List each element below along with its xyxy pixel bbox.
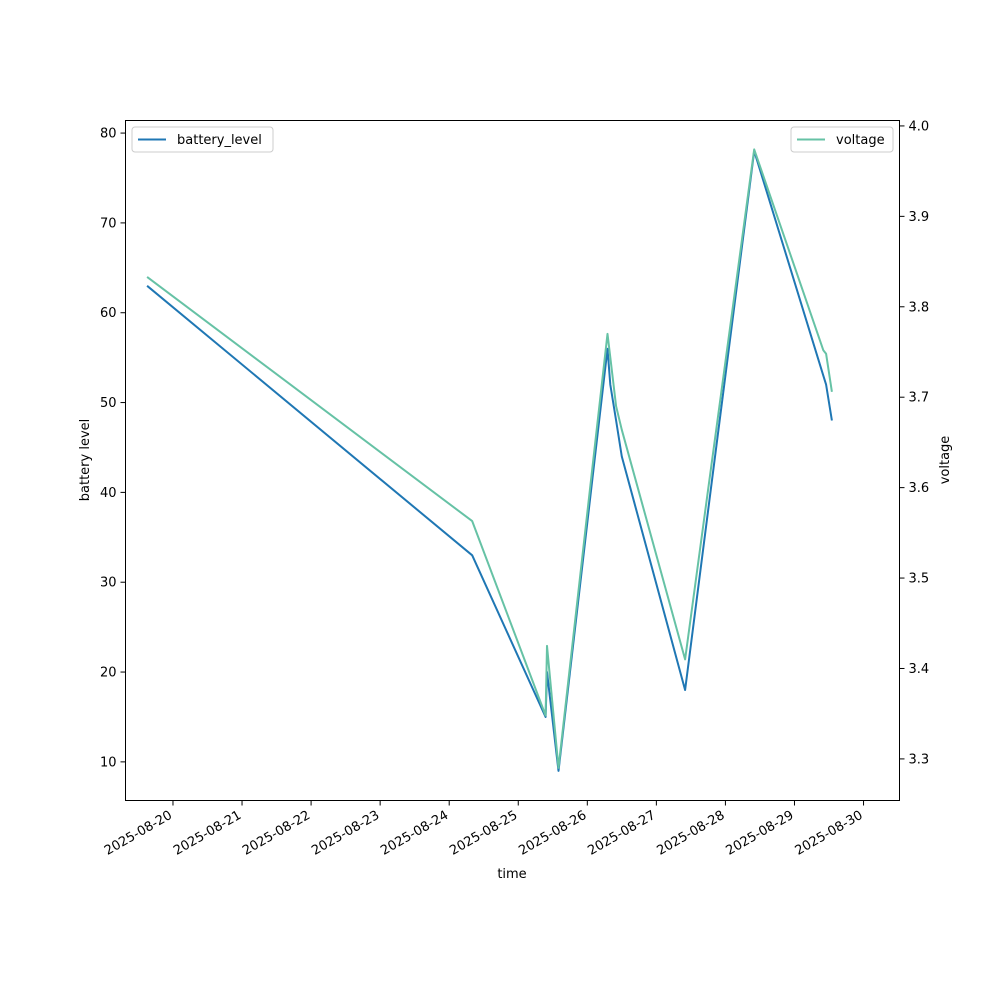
y-axis-left-label: battery level bbox=[78, 419, 93, 502]
x-axis-ticks: 2025-08-202025-08-212025-08-222025-08-23… bbox=[102, 800, 866, 859]
y2-tick-label: 4.0 bbox=[909, 119, 930, 134]
y2-tick-label: 3.5 bbox=[909, 572, 930, 587]
legend-battery-level: battery_level bbox=[131, 126, 274, 153]
series-line-battery-level bbox=[146, 150, 833, 772]
y-tick-label: 80 bbox=[100, 127, 117, 142]
y-tick-label: 10 bbox=[100, 755, 117, 770]
legend-battery-level-label: battery_level bbox=[177, 133, 262, 148]
series-line-voltage bbox=[146, 148, 833, 769]
y-tick-label: 20 bbox=[100, 666, 117, 681]
y2-tick-label: 3.4 bbox=[909, 662, 930, 677]
y2-tick-label: 3.6 bbox=[909, 481, 930, 496]
x-tick-label: 2025-08-22 bbox=[240, 808, 313, 859]
y-tick-label: 30 bbox=[100, 576, 117, 591]
x-axis-label: time bbox=[497, 867, 526, 882]
x-tick-label: 2025-08-26 bbox=[516, 808, 589, 859]
x-tick-label: 2025-08-23 bbox=[309, 808, 382, 859]
y2-tick-label: 3.9 bbox=[909, 210, 930, 225]
y-axis-right-label: voltage bbox=[938, 436, 953, 485]
y-tick-label: 60 bbox=[100, 306, 117, 321]
x-tick-label: 2025-08-27 bbox=[585, 808, 658, 859]
x-tick-label: 2025-08-28 bbox=[654, 808, 727, 859]
y-tick-label: 40 bbox=[100, 486, 117, 501]
y-axis-right-ticks: 3.3 3.4 3.5 3.6 3.7 3.8 3.9 4.0 bbox=[899, 119, 930, 767]
y2-tick-label: 3.3 bbox=[909, 752, 930, 767]
x-tick-label: 2025-08-24 bbox=[378, 808, 451, 859]
plot-frame bbox=[125, 120, 900, 801]
y-axis-left-ticks: 10 20 30 40 50 60 70 80 bbox=[100, 127, 126, 770]
plot-lines bbox=[146, 148, 833, 772]
x-tick-label: 2025-08-25 bbox=[447, 808, 520, 859]
x-tick-label: 2025-08-20 bbox=[102, 808, 175, 859]
legend-voltage: voltage bbox=[790, 126, 894, 153]
x-tick-label: 2025-08-21 bbox=[171, 808, 244, 859]
x-tick-label: 2025-08-29 bbox=[724, 808, 797, 859]
legend-voltage-label: voltage bbox=[836, 133, 885, 148]
y-tick-label: 70 bbox=[100, 216, 117, 231]
y2-tick-label: 3.8 bbox=[909, 300, 930, 315]
x-tick-label: 2025-08-30 bbox=[793, 808, 866, 859]
y2-tick-label: 3.7 bbox=[909, 391, 930, 406]
y-tick-label: 50 bbox=[100, 396, 117, 411]
